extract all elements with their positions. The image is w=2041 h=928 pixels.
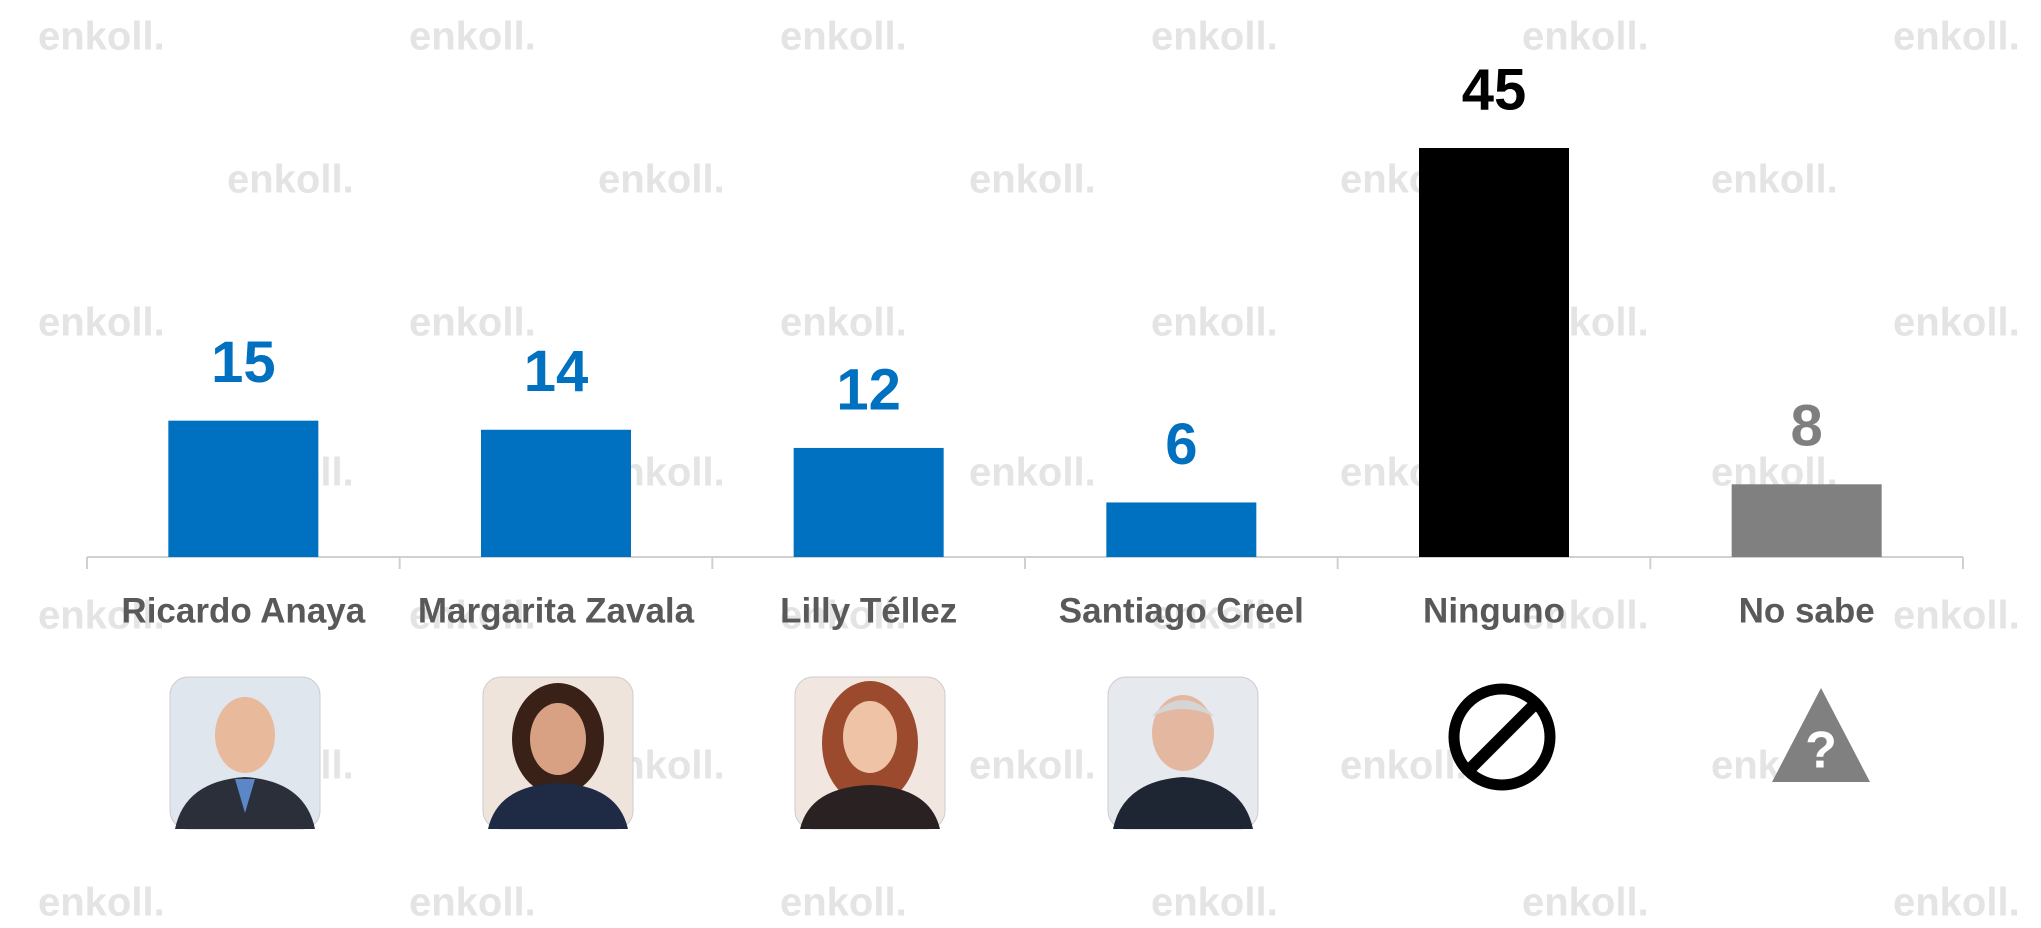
watermark: enkoll. (1151, 301, 1278, 345)
value-label: 12 (836, 357, 901, 422)
watermark: enkoll. (1522, 881, 1649, 925)
watermark: enkoll. (780, 15, 907, 59)
candidate-photo (1107, 676, 1259, 830)
watermark: enkoll. (409, 15, 536, 59)
category-label: No sabe (1739, 591, 1875, 630)
watermark: enkoll. (409, 881, 536, 925)
question-mark: ? (1805, 722, 1837, 780)
watermark: enkoll. (38, 594, 165, 638)
value-label: 6 (1165, 412, 1197, 477)
candidate-photo (169, 676, 321, 830)
watermark: enkoll. (598, 158, 725, 202)
bar (481, 429, 631, 557)
watermark: enkoll. (1893, 881, 2020, 925)
watermark: enkoll. (409, 594, 536, 638)
category-label: Lilly Téllez (780, 591, 957, 630)
category-label: Ninguno (1423, 591, 1565, 630)
plot: 15 Ricardo Anaya 14 Margarita Zavala 12 Lilly… (86, 57, 1964, 630)
category-label: Margarita Zavala (418, 591, 695, 630)
watermark: enkoll. (1711, 158, 1838, 202)
watermark: enkoll. (780, 594, 907, 638)
bar (1106, 502, 1257, 557)
candidate-photo (482, 676, 634, 830)
watermark: enkoll. (780, 881, 907, 925)
watermark: enkoll. (38, 301, 165, 345)
watermark: enkoll. (969, 744, 1096, 788)
unknown-icon: ? (1772, 688, 1870, 782)
watermark: enkoll. (38, 15, 165, 59)
watermark: enkoll. (1522, 15, 1649, 59)
value-label: 45 (1462, 57, 1527, 122)
watermark: enkoll. (1893, 594, 2020, 638)
watermark: enkoll. (1893, 15, 2020, 59)
watermark-layer: enkoll. enkoll. enkoll. enkoll. enkoll. enkol… (38, 15, 2020, 925)
watermark: enkoll. (1151, 881, 1278, 925)
watermark: enkoll. (1893, 301, 2020, 345)
watermark: enkoll. (1151, 594, 1278, 638)
watermark: enkoll. (780, 301, 907, 345)
value-label: 15 (211, 330, 276, 395)
watermark: enkoll. (1522, 594, 1649, 638)
value-label: 8 (1791, 394, 1823, 459)
watermark: enkoll. (38, 881, 165, 925)
watermark: enkoll. (409, 301, 536, 345)
candidate-photos (169, 676, 1259, 830)
watermark: enkoll. (227, 158, 354, 202)
category-label: Santiago Creel (1059, 591, 1304, 630)
watermark: enkoll. (1340, 744, 1467, 788)
bar (793, 447, 944, 557)
value-label: 14 (524, 339, 589, 404)
watermark: enkoll. (969, 451, 1096, 495)
watermark: enkoll. (1151, 15, 1278, 59)
candidate-photo (794, 676, 946, 830)
none-icon (1448, 683, 1556, 791)
watermark: enkoll. (969, 158, 1096, 202)
bar (168, 420, 319, 557)
bar (1419, 148, 1569, 557)
bar (1731, 484, 1882, 557)
category-label: Ricardo Anaya (121, 591, 365, 630)
